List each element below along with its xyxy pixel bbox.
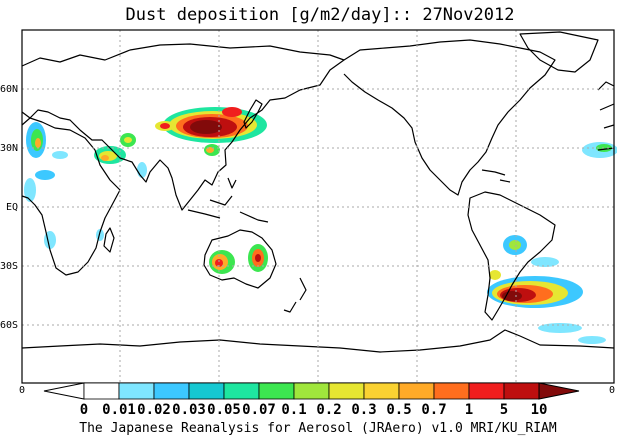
colorbar-box bbox=[433, 382, 470, 400]
colorbar-tick-label: 0.01 bbox=[102, 402, 136, 418]
colorbar-box bbox=[328, 382, 365, 400]
colorbar-box bbox=[83, 382, 120, 400]
colorbar-tick-label: 1 bbox=[465, 402, 473, 418]
lat-label-30s: 30S bbox=[0, 261, 18, 272]
colorbar-box bbox=[398, 382, 435, 400]
south-america-coastline bbox=[467, 191, 556, 321]
colorbar-box bbox=[258, 382, 295, 400]
credit-text: The Japanese Reanalysis for Aerosol (JRA… bbox=[79, 421, 557, 436]
colorbar-tick-label: 0.03 bbox=[172, 402, 206, 418]
colorbar-tick-label: 0 bbox=[80, 402, 88, 418]
indonesia-coastline bbox=[187, 177, 269, 223]
colorbar-tick-label: 10 bbox=[531, 402, 548, 418]
colorbar-tick-label: 0.3 bbox=[351, 402, 376, 418]
graticule bbox=[22, 30, 614, 383]
colorbar-box bbox=[153, 382, 190, 400]
colorbar-box bbox=[118, 382, 155, 400]
australia-coastline bbox=[203, 229, 277, 289]
lon-axis-left-label: 0 bbox=[19, 385, 25, 396]
colorbar-box bbox=[223, 382, 260, 400]
colorbar-tick-label: 0.02 bbox=[137, 402, 171, 418]
figure-title: Dust deposition [g/m2/day]:: 27Nov2012 bbox=[126, 5, 515, 25]
lat-label-30n: 30N bbox=[0, 143, 18, 154]
new-zealand-coastline bbox=[283, 277, 307, 313]
madagascar-coastline bbox=[103, 227, 115, 253]
colorbar-tick-label: 0.7 bbox=[421, 402, 446, 418]
colorbar-under-triangle bbox=[43, 382, 85, 400]
colorbar-tick-label: 5 bbox=[500, 402, 508, 418]
dust-asia bbox=[155, 107, 267, 156]
dust-sahara bbox=[24, 122, 68, 202]
lat-labels: 60N 30N EQ 30S 60S bbox=[0, 84, 18, 331]
greenland-coastline bbox=[519, 31, 599, 73]
caribbean-coastline bbox=[481, 169, 511, 183]
japan-coastline bbox=[243, 99, 263, 129]
lon-axis-right-label: 0 bbox=[609, 385, 615, 396]
dust-south-america bbox=[503, 235, 559, 267]
map-panel: 60N 30N EQ 30S 60S bbox=[0, 29, 617, 384]
lat-label-60s: 60S bbox=[0, 320, 18, 331]
colorbar-tick-label: 0.07 bbox=[242, 402, 276, 418]
north-america-coastline bbox=[343, 39, 556, 196]
colorbar-box bbox=[468, 382, 505, 400]
colorbar-tick-label: 0.1 bbox=[281, 402, 306, 418]
colorbar: 0 0 0 0.01 0.02 0.03 0.05 0.07 0.1 0.2 0.3 0.5 0.7… bbox=[19, 382, 615, 418]
europe-east-edge-coastline bbox=[597, 81, 615, 151]
colorbar-tick-label: 0.2 bbox=[316, 402, 341, 418]
antarctica-coastline bbox=[21, 329, 615, 353]
colorbar-box bbox=[363, 382, 400, 400]
coastlines bbox=[21, 31, 615, 353]
colorbar-box bbox=[503, 382, 540, 400]
colorbar-box bbox=[293, 382, 330, 400]
dust-australia bbox=[209, 244, 268, 274]
colorbar-tick-label: 0.05 bbox=[207, 402, 241, 418]
colorbar-box bbox=[188, 382, 225, 400]
colorbar-labels: 0 0.01 0.02 0.03 0.05 0.07 0.1 0.2 0.3 0.5 0.7 1 5 10 bbox=[80, 402, 548, 418]
africa-coastline bbox=[21, 117, 121, 276]
colorbar-over-triangle bbox=[538, 382, 580, 400]
eurasia-coastline bbox=[21, 43, 345, 211]
colorbar-boxes bbox=[43, 382, 580, 400]
lat-label-60n: 60N bbox=[0, 84, 18, 95]
colorbar-tick-label: 0.5 bbox=[386, 402, 411, 418]
lat-label-eq: EQ bbox=[6, 202, 18, 213]
